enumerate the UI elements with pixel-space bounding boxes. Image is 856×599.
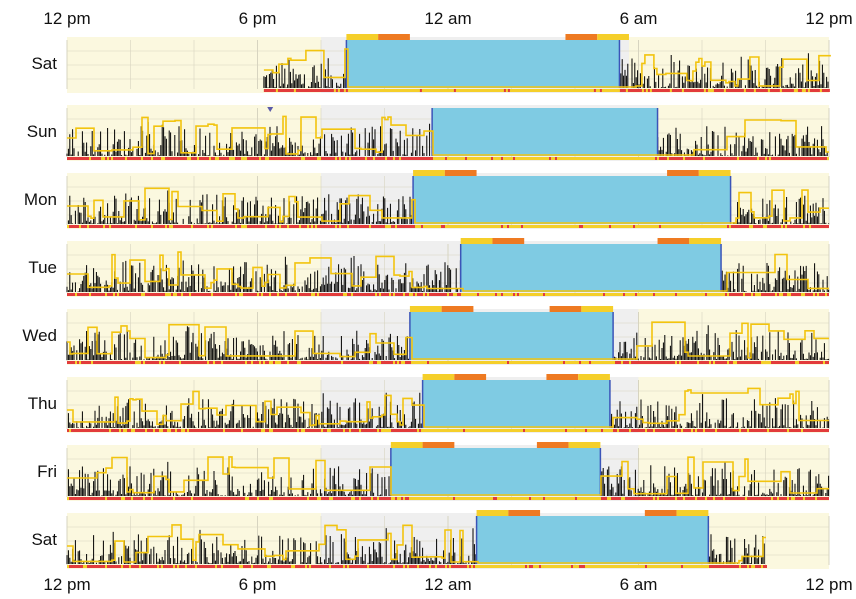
day-row-2: Mon — [24, 170, 830, 229]
marker-segment-0 — [460, 238, 493, 244]
marker-segment-2 — [549, 306, 582, 312]
marker-segment-1 — [441, 306, 474, 312]
marker-segment-3 — [578, 374, 610, 380]
light-trace — [67, 524, 766, 564]
bottom-tick-label-3: 6 am — [620, 575, 658, 594]
bottom-tick-label-2: 12 am — [424, 575, 471, 594]
light-trace — [67, 251, 829, 292]
marker-segment-3 — [698, 170, 731, 176]
top-tick-label-0: 12 pm — [43, 9, 90, 28]
marker-segment-2 — [536, 442, 569, 448]
top-tick-label-1: 6 pm — [239, 9, 277, 28]
day-label-7: Sat — [31, 530, 57, 549]
day-row-4: Wed — [22, 306, 830, 365]
marker-segment-2 — [565, 34, 598, 40]
sleep-interval — [422, 380, 610, 428]
day-label-1: Sun — [27, 122, 57, 141]
day-row-7: Sat — [31, 510, 830, 569]
activity-bars — [66, 528, 765, 564]
status-strip — [67, 157, 829, 160]
day-label-4: Wed — [22, 326, 57, 345]
marker-segment-0 — [409, 306, 442, 312]
sleep-interval — [413, 176, 731, 224]
day-label-6: Fri — [37, 462, 57, 481]
marker-segment-0 — [346, 34, 379, 40]
marker-segment-0 — [476, 510, 509, 516]
marker-segment-2 — [657, 238, 690, 244]
bottom-tick-label-4: 12 pm — [805, 575, 852, 594]
light-trace — [67, 387, 829, 428]
light-trace — [67, 321, 829, 360]
marker-segment-0 — [422, 374, 455, 380]
day-label-2: Mon — [24, 190, 57, 209]
day-label-0: Sat — [31, 54, 57, 73]
light-trace — [67, 187, 829, 224]
marker-segment-3 — [568, 442, 601, 448]
marker-segment-3 — [689, 238, 722, 244]
day-label-5: Thu — [28, 394, 57, 413]
marker-segment-2 — [644, 510, 677, 516]
sleep-interval — [476, 516, 709, 564]
marker-segment-1 — [378, 34, 410, 40]
marker-segment-3 — [581, 306, 614, 312]
top-tick-label-2: 12 am — [424, 9, 471, 28]
activity-bars — [263, 53, 829, 88]
bottom-tick-label-0: 12 pm — [43, 575, 90, 594]
marker-segment-1 — [422, 442, 455, 448]
status-strip — [67, 293, 829, 296]
top-axis-tick-labels: 12 pm 6 pm 12 am 6 am 12 pm — [43, 9, 852, 28]
day-row-0: Sat — [31, 34, 831, 93]
sleep-interval — [460, 244, 722, 292]
day-label-3: Tue — [28, 258, 57, 277]
status-strip — [67, 361, 829, 364]
marker-segment-0 — [390, 442, 423, 448]
bottom-tick-label-1: 6 pm — [239, 575, 277, 594]
day-rows: Sat Sun Mon Tue Wed Thu Fri Sat — [22, 34, 831, 569]
status-strip — [67, 429, 829, 432]
day-row-1: Sun — [27, 105, 830, 161]
top-tick-label-4: 12 pm — [805, 9, 852, 28]
marker-segment-1 — [444, 170, 477, 176]
marker-segment-2 — [667, 170, 699, 176]
day-row-3: Tue — [28, 238, 830, 297]
marker-segment-0 — [413, 170, 445, 176]
light-trace — [263, 48, 831, 88]
marker-segment-1 — [454, 374, 487, 380]
day-row-6: Fri — [37, 442, 830, 501]
light-trace — [67, 456, 829, 496]
sleep-interval — [409, 312, 614, 360]
bottom-axis-tick-labels: 12 pm 6 pm 12 am 6 am 12 pm — [43, 575, 852, 594]
light-trace — [67, 115, 829, 156]
day-row-5: Thu — [28, 374, 830, 433]
status-strip — [67, 497, 829, 500]
event-marker-icon — [267, 107, 274, 112]
sleep-interval — [432, 108, 658, 156]
top-tick-label-3: 6 am — [620, 9, 658, 28]
marker-segment-3 — [597, 34, 629, 40]
status-strip — [263, 89, 830, 92]
marker-segment-2 — [546, 374, 579, 380]
status-strip — [67, 225, 829, 228]
marker-segment-1 — [492, 238, 525, 244]
sleep-interval — [346, 40, 620, 88]
sleep-interval — [390, 448, 601, 496]
marker-segment-1 — [508, 510, 541, 516]
marker-segment-3 — [676, 510, 709, 516]
